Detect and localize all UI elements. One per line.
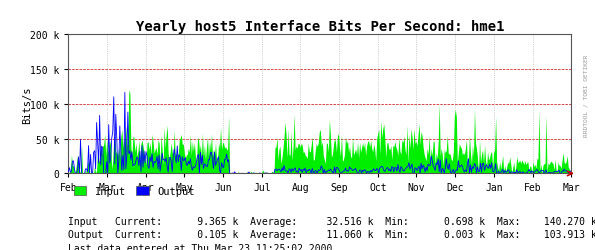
Title: Yearly host5 Interface Bits Per Second: hme1: Yearly host5 Interface Bits Per Second: … (136, 20, 504, 34)
Text: Input   Current:      9.365 k  Average:     32.516 k  Min:      0.698 k  Max:   : Input Current: 9.365 k Average: 32.516 k… (68, 216, 595, 226)
Text: RRDTOOL / TOBI OETIKER: RRDTOOL / TOBI OETIKER (584, 54, 588, 136)
Text: Last data entered at Thu Mar 23 11:25:02 2000.: Last data entered at Thu Mar 23 11:25:02… (68, 243, 339, 250)
Legend: Input, Output: Input, Output (74, 186, 195, 196)
Text: Output  Current:      0.105 k  Average:     11.060 k  Min:      0.003 k  Max:   : Output Current: 0.105 k Average: 11.060 … (68, 229, 595, 239)
Y-axis label: Bits/s: Bits/s (22, 86, 32, 123)
